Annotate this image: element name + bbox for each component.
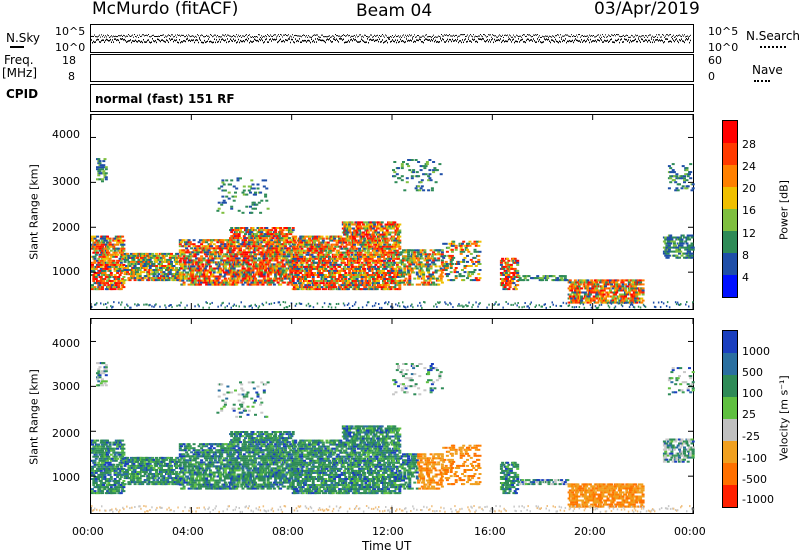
station-title: McMurdo (fitACF) xyxy=(92,0,239,19)
power-cb-12: 12 xyxy=(742,227,756,240)
velocity-colorbar-label: Velocity [m s⁻¹] xyxy=(777,375,791,461)
velocity-colorbar xyxy=(722,330,738,508)
power-ytick-3000: 3000 xyxy=(52,175,80,188)
noise-left-label: N.Sky xyxy=(6,31,41,45)
power-ytick-1000: 1000 xyxy=(52,265,80,278)
power-cb-24: 24 xyxy=(742,160,756,173)
vel-cb-m1000: -1000 xyxy=(742,493,774,506)
xtick-5: 20:00 xyxy=(574,525,606,538)
freq-tick-8: 8 xyxy=(68,70,75,83)
vel-cb-m100: -100 xyxy=(742,452,767,465)
noise-right-line xyxy=(760,46,786,48)
freq-panel xyxy=(90,54,694,82)
power-ytick-4000: 4000 xyxy=(52,128,80,141)
date-title: 03/Apr/2019 xyxy=(594,0,700,19)
velocity-ytick-4000: 4000 xyxy=(52,337,80,350)
velocity-ytick-1000: 1000 xyxy=(52,471,80,484)
vel-cb-1000: 1000 xyxy=(742,345,770,358)
velocity-panel xyxy=(90,318,694,514)
vel-cb-m500: -500 xyxy=(742,473,767,486)
freq-label-1: Freq. xyxy=(4,53,34,67)
cpid-label: CPID xyxy=(6,87,39,101)
xtick-0: 00:00 xyxy=(72,525,104,538)
velocity-ytick-2000: 2000 xyxy=(52,427,80,440)
velocity-ytick-3000: 3000 xyxy=(52,380,80,393)
freq-label-2: [MHz] xyxy=(2,66,38,80)
power-ylabel: Slant Range [km] xyxy=(27,164,41,260)
noise-left-line xyxy=(10,46,24,48)
nave-line xyxy=(754,80,770,82)
power-cb-20: 20 xyxy=(742,182,756,195)
beam-title: Beam 04 xyxy=(356,1,433,21)
noise-tick-top-right: 10^5 xyxy=(708,25,739,38)
xtick-6: 00:00 xyxy=(674,525,706,538)
vel-cb-100: 100 xyxy=(742,387,763,400)
xlabel: Time UT xyxy=(362,539,412,553)
power-cb-4: 4 xyxy=(742,271,749,284)
velocity-ylabel: Slant Range [km] xyxy=(27,369,41,465)
noise-panel xyxy=(90,24,694,53)
power-colorbar xyxy=(722,120,738,298)
nave-tick-60: 60 xyxy=(708,54,722,67)
vel-cb-25: 25 xyxy=(742,408,756,421)
xtick-1: 04:00 xyxy=(172,525,204,538)
power-cb-28: 28 xyxy=(742,138,756,151)
noise-tick-bottom-right: 10^0 xyxy=(708,41,739,54)
vel-cb-m25: -25 xyxy=(742,430,760,443)
xtick-4: 16:00 xyxy=(474,525,506,538)
power-panel xyxy=(90,114,694,310)
xtick-3: 12:00 xyxy=(372,525,404,538)
vel-cb-500: 500 xyxy=(742,366,763,379)
freq-tick-18: 18 xyxy=(62,54,76,67)
xtick-2: 08:00 xyxy=(272,525,304,538)
power-cb-16: 16 xyxy=(742,204,756,217)
cpid-text: normal (fast) 151 RF xyxy=(95,92,235,106)
power-ytick-2000: 2000 xyxy=(52,221,80,234)
power-cb-8: 8 xyxy=(742,249,749,262)
noise-tick-bottom: 10^0 xyxy=(55,41,86,54)
noise-right-label: N.Search xyxy=(746,29,800,43)
power-colorbar-label: Power [dB] xyxy=(777,180,791,240)
noise-tick-top: 10^5 xyxy=(55,25,86,38)
nave-tick-0: 0 xyxy=(708,70,715,83)
nave-label: Nave xyxy=(752,63,783,77)
